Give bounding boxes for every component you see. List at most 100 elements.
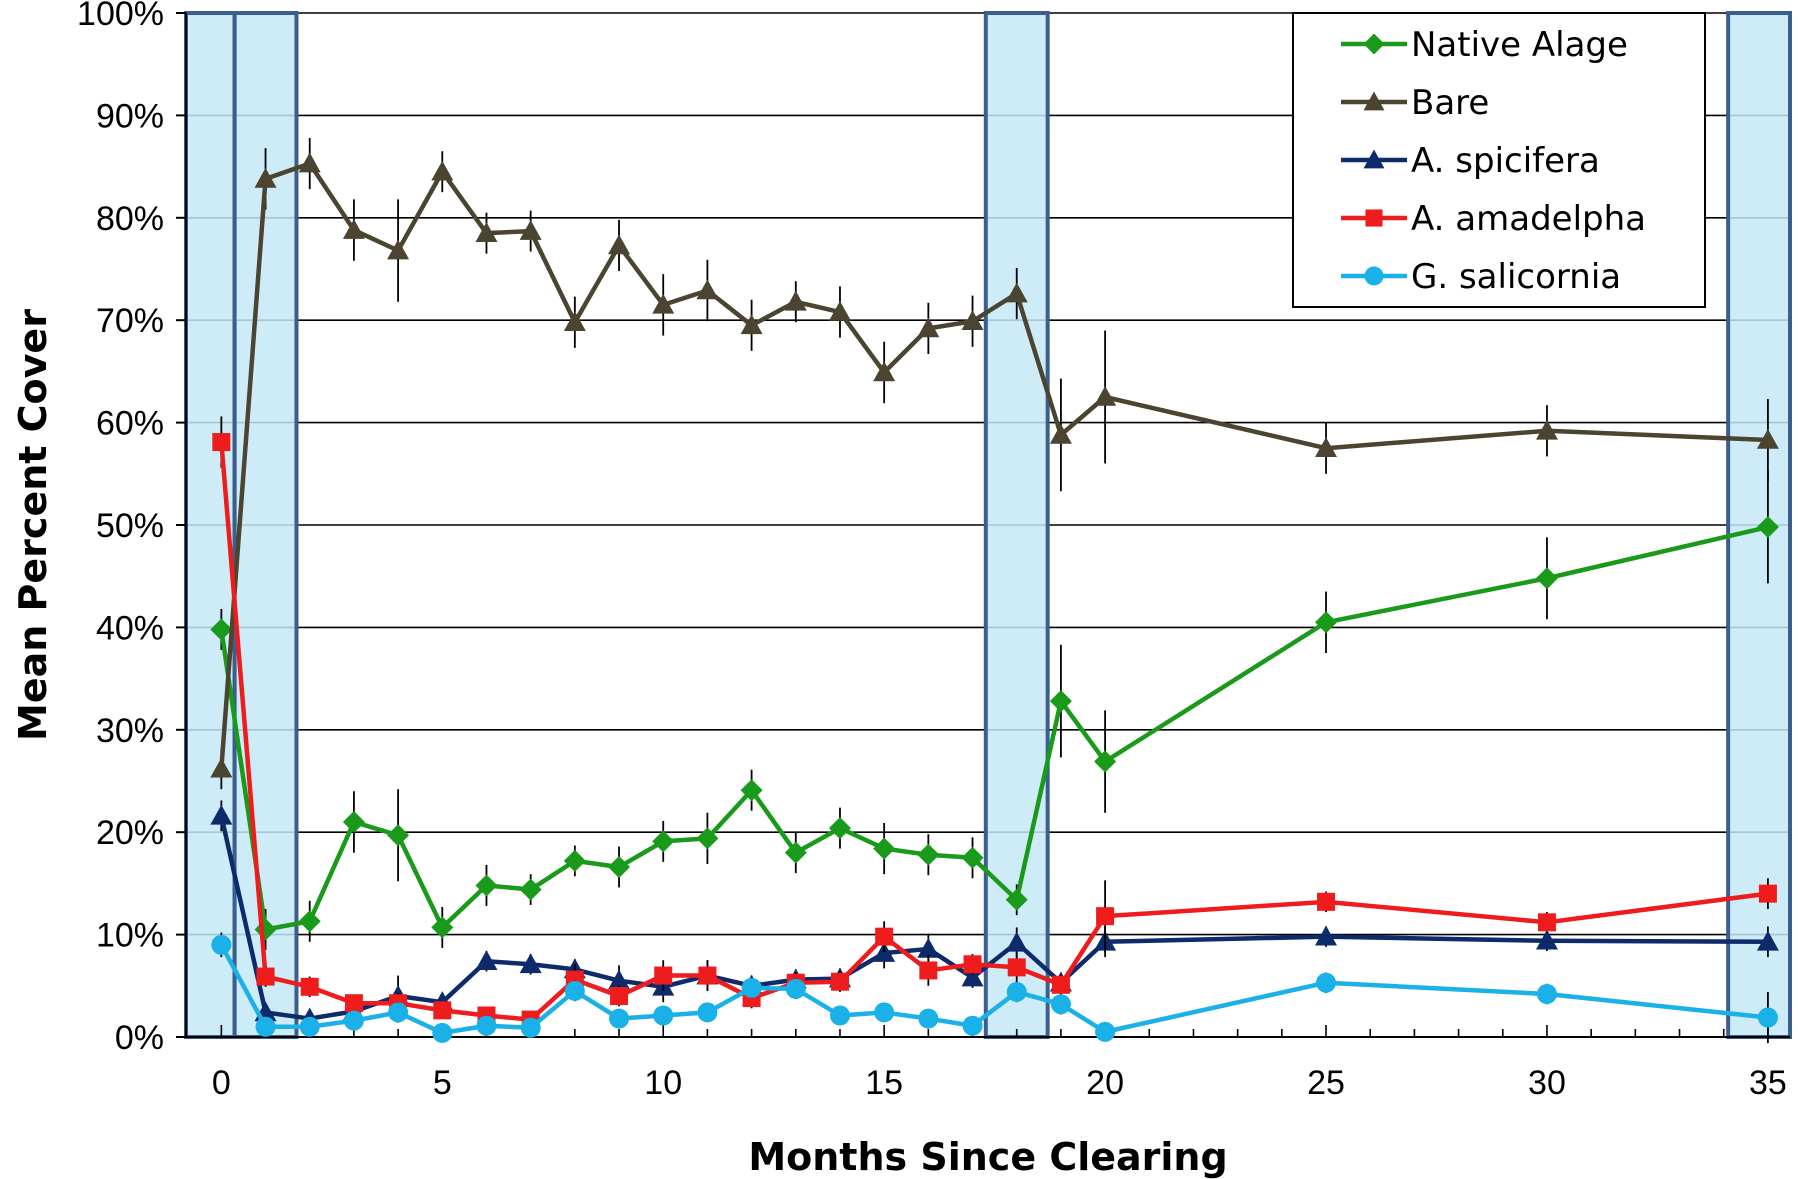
data-point-4-7 (520, 1017, 541, 1038)
data-point-1-5 (431, 160, 454, 181)
data-point-1-4 (387, 239, 410, 260)
data-point-2-17 (961, 966, 984, 987)
data-point-2-7 (519, 953, 542, 974)
data-point-1-6 (475, 222, 498, 242)
data-point-0-7 (519, 878, 542, 901)
y-tick-label-10: 100% (77, 0, 164, 33)
data-point-4-2 (299, 1016, 320, 1037)
data-point-4-5 (432, 1022, 453, 1043)
legend-marker-0 (1363, 33, 1385, 55)
data-point-4-6 (476, 1015, 497, 1036)
data-point-4-15 (874, 1002, 895, 1023)
data-point-4-10 (653, 1005, 674, 1026)
y-tick-label-7: 70% (96, 302, 164, 340)
data-point-4-9 (609, 1008, 630, 1029)
data-point-4-0 (211, 934, 232, 955)
x-tick-label-5: 25 (1307, 1064, 1345, 1102)
y-tick-label-5: 50% (96, 507, 164, 545)
data-point-4-20 (1095, 1021, 1116, 1042)
data-point-0-8 (563, 849, 586, 872)
data-point-0-0 (210, 618, 233, 641)
data-point-3-9 (610, 987, 629, 1006)
data-point-1-2 (298, 152, 321, 173)
legend-label-0: Native Alage (1411, 25, 1628, 65)
data-point-1-20 (1094, 386, 1117, 406)
legend-marker-2 (1363, 149, 1385, 169)
data-point-1-12 (740, 314, 763, 335)
data-point-1-22 (1535, 419, 1558, 440)
data-point-4-12 (741, 977, 762, 998)
data-point-0-11 (696, 827, 719, 850)
data-point-4-22 (1536, 983, 1557, 1004)
axes (176, 12, 1790, 1038)
legend: Native Alage Bare A. spicifera A. amadelpha… (1292, 12, 1706, 308)
highlight-band-2 (983, 11, 1050, 1039)
data-point-3-14 (830, 972, 849, 991)
legend-label-1: Bare (1411, 83, 1489, 123)
data-point-1-3 (342, 219, 365, 239)
data-point-1-14 (828, 301, 851, 321)
legend-marker-4 (1364, 266, 1384, 286)
data-point-3-23 (1758, 884, 1777, 903)
y-tick-label-6: 60% (96, 405, 164, 443)
data-point-3-5 (433, 1001, 452, 1020)
data-point-0-10 (652, 830, 675, 853)
data-point-4-21 (1316, 972, 1337, 993)
data-point-2-21 (1315, 925, 1338, 946)
data-point-2-6 (475, 950, 498, 971)
data-point-3-16 (919, 961, 938, 980)
data-point-3-21 (1317, 892, 1336, 911)
data-point-1-8 (563, 311, 586, 332)
data-point-0-14 (828, 817, 851, 840)
data-point-2-22 (1535, 929, 1558, 950)
data-point-1-9 (608, 234, 631, 255)
y-tick-label-1: 10% (96, 917, 164, 955)
y-tick-label-3: 30% (96, 712, 164, 750)
y-tick-label-9: 90% (96, 97, 164, 135)
x-tick-label-0: 0 (212, 1064, 231, 1102)
data-point-4-23 (1757, 1007, 1778, 1028)
data-point-0-22 (1535, 567, 1558, 590)
highlight-bands (184, 11, 1792, 1039)
data-point-0-20 (1094, 750, 1117, 773)
series-1 (210, 137, 1779, 790)
data-point-1-1 (254, 167, 277, 188)
data-point-0-19 (1049, 690, 1072, 713)
data-point-1-7 (519, 220, 542, 240)
legend-marker-1 (1363, 91, 1385, 111)
x-tick-label-2: 10 (644, 1064, 682, 1102)
data-point-2-16 (917, 937, 940, 958)
y-tick-label-8: 80% (96, 200, 164, 238)
data-point-4-4 (388, 1002, 409, 1023)
data-point-1-23 (1756, 429, 1779, 449)
data-point-4-16 (918, 1008, 939, 1029)
data-point-1-13 (784, 290, 807, 311)
data-point-0-3 (342, 810, 365, 833)
legend-label-4: G. salicornia (1411, 257, 1621, 297)
data-point-0-23 (1756, 516, 1779, 539)
data-point-3-18 (1007, 958, 1026, 977)
data-point-0-15 (873, 837, 896, 860)
data-point-3-19 (1051, 975, 1070, 994)
y-tick-label-0: 0% (115, 1019, 164, 1057)
y-tick-label-2: 20% (96, 814, 164, 852)
data-point-4-18 (1006, 981, 1027, 1002)
data-point-0-18 (1005, 888, 1028, 911)
series-line-1 (219, 161, 1769, 769)
data-point-1-19 (1049, 423, 1072, 444)
data-point-1-21 (1315, 437, 1338, 457)
data-point-2-0 (210, 804, 233, 825)
data-point-0-16 (917, 843, 940, 866)
data-point-3-20 (1096, 907, 1115, 926)
data-point-1-18 (1005, 282, 1028, 303)
x-axis-title: Months Since Clearing (748, 1135, 1227, 1179)
data-point-1-15 (873, 361, 896, 382)
data-point-3-15 (875, 927, 894, 946)
data-point-3-3 (344, 994, 363, 1013)
data-point-3-2 (300, 977, 319, 996)
data-point-4-1 (255, 1016, 276, 1037)
data-point-1-10 (652, 293, 675, 314)
data-point-0-4 (387, 824, 410, 847)
data-point-2-9 (608, 969, 631, 990)
